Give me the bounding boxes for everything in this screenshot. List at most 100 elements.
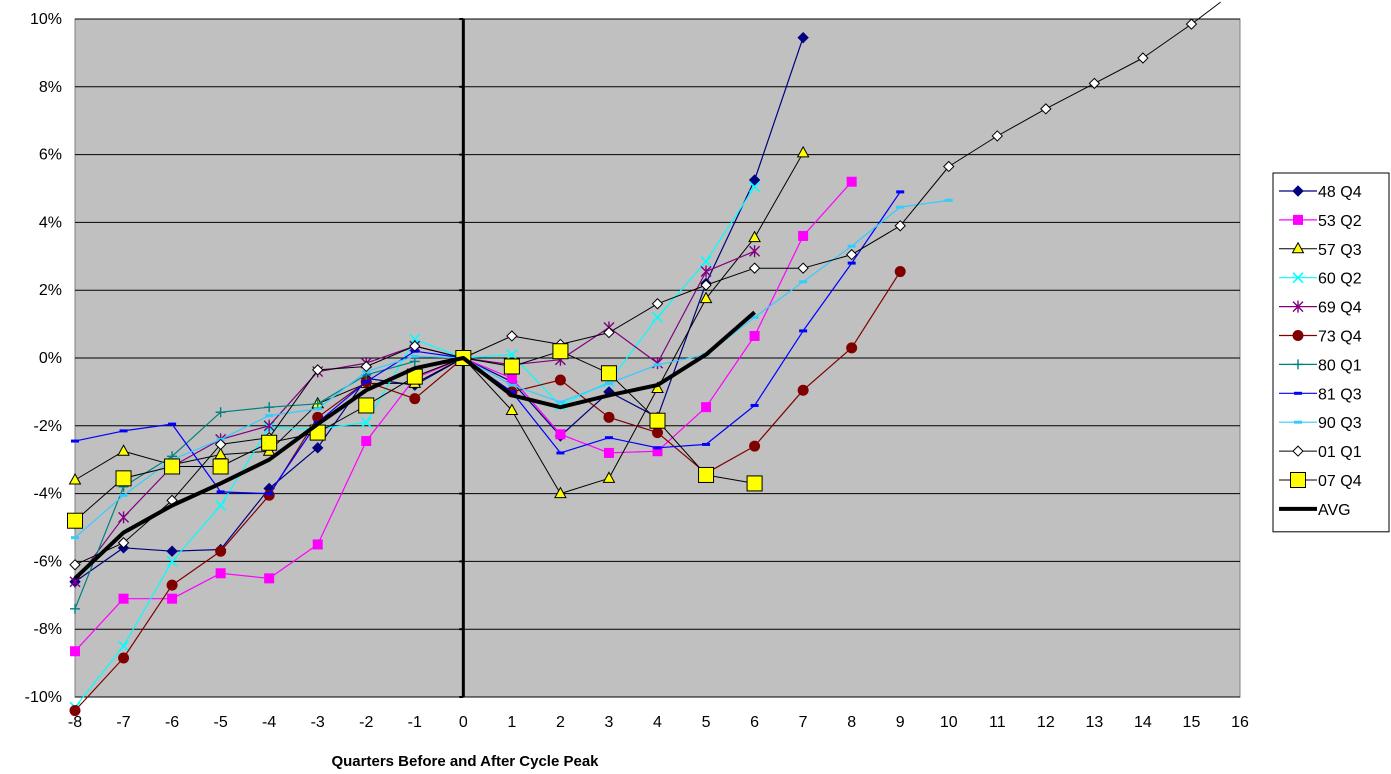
x-tick-label: 13: [1085, 714, 1103, 731]
series-01-q1-point: [700, 279, 712, 291]
series-73-q4-point: [409, 393, 421, 405]
series-01-q1-point: [409, 340, 421, 352]
x-tick-label: -4: [262, 714, 276, 731]
series-01-q1-point: [991, 130, 1003, 142]
series-53-q2-point: [215, 568, 226, 579]
series-avg-line: [73, 310, 756, 580]
legend-item-81-q3: 81 Q3: [1279, 386, 1362, 403]
x-tick-label: 6: [750, 714, 759, 731]
x-tick-label: 11: [989, 714, 1006, 731]
legend-item-73-q4-swatch-marker: [1292, 330, 1304, 341]
series-53-q2-point: [361, 436, 372, 447]
series-60-q2-point: [117, 640, 130, 652]
series-60-q2-point: [651, 311, 664, 323]
series-48-q4-point: [312, 442, 324, 454]
legend-item-07-q4-label: 07 Q4: [1318, 473, 1362, 490]
series-07-q4-point: [115, 470, 132, 487]
x-tick-label: -1: [408, 714, 422, 731]
legend-item-48-q4-label: 48 Q4: [1318, 184, 1362, 201]
series-57-q3-point: [117, 444, 130, 456]
legend-item-90-q3-label: 90 Q3: [1318, 415, 1362, 432]
series-53-q2-point: [506, 373, 517, 384]
series-73-q4-point: [263, 489, 275, 501]
x-tick-label: 1: [507, 714, 516, 731]
series-53-q2-point: [118, 593, 129, 604]
x-tick-labels: -8 -7 -6 -5 -4 -3 -2 -1 0 1 2 3 4 5 6 7 8 9 10 11 12 13 14 15 16: [68, 714, 1249, 731]
series-01-q1-point: [1040, 103, 1052, 115]
series-57-q3-point: [68, 473, 82, 485]
x-tick-label: 4: [653, 714, 662, 731]
series-57-q3-point: [505, 403, 519, 416]
y-tick-label: -6%: [34, 553, 62, 570]
series-07-q4-point: [212, 458, 229, 475]
legend-item-80-q1-swatch-marker: [1293, 359, 1303, 370]
series-57-q3-point: [748, 230, 761, 243]
y-tick-label: 4%: [39, 214, 62, 231]
legend-item-53-q2-swatch-marker: [1293, 214, 1303, 225]
series-80-q1-point: [264, 402, 275, 413]
x-tick-label: 7: [799, 714, 808, 731]
x-tick-label: 12: [1037, 714, 1055, 731]
series-07-q4-point: [552, 343, 569, 360]
series-57-q3-point: [796, 145, 810, 158]
series-48-q4-point: [797, 31, 809, 44]
series-73-q4-point: [215, 545, 227, 557]
series-layer: [67, 1, 1221, 717]
x-tick-label: 5: [702, 714, 711, 731]
series-07-q4-point: [698, 466, 715, 483]
series-48-q4-point: [748, 174, 761, 186]
legend-item-01-q1-swatch-marker: [1292, 445, 1304, 457]
legend-item-avg: AVG: [1279, 502, 1351, 519]
series-01-q1-point: [894, 220, 906, 232]
legend-item-48-q4: 48 Q4: [1279, 184, 1362, 201]
x-tick-label: -5: [214, 714, 228, 731]
series-69-q4-point: [749, 245, 761, 258]
series-73-q4-point: [118, 652, 130, 664]
series-73-q4-point: [797, 384, 809, 396]
series-60-q2-point: [360, 416, 372, 428]
x-tick-label: 16: [1231, 714, 1249, 731]
y-tick-label: 10%: [30, 11, 62, 28]
legend-item-53-q2-label: 53 Q2: [1318, 213, 1362, 230]
legend-item-73-q4-label: 73 Q4: [1318, 329, 1362, 346]
series-60-q2-point: [749, 181, 761, 193]
series-01-q1-point: [845, 248, 858, 261]
series-07-q4-point: [164, 458, 181, 475]
legend-item-69-q4: 69 Q4: [1279, 300, 1362, 317]
series-07-q4-point: [67, 512, 83, 529]
y-tick-label: 2%: [39, 282, 62, 299]
series-73-q4-point: [749, 440, 761, 452]
series-57-q3-point: [554, 486, 567, 499]
series-01-q1-point: [1088, 77, 1101, 90]
legend: 48 Q4 53 Q2 57 Q3 60 Q2 69 Q4 73 Q4 80 Q1 81 Q3…: [1272, 172, 1390, 533]
legend-item-60-q2-label: 60 Q2: [1318, 271, 1362, 288]
series-60-q2-point: [700, 255, 712, 267]
series-01-q1-point: [1137, 52, 1149, 64]
x-tick-label: 2: [556, 714, 565, 731]
series-avg: [73, 310, 756, 580]
legend-item-48-q4-swatch-marker: [1292, 185, 1304, 197]
x-tick-label: -7: [116, 714, 130, 731]
series-80-q1-line: [74, 360, 415, 610]
series-53-q2-point: [846, 176, 857, 187]
series-53-q2-point: [312, 539, 323, 550]
series-07-q4-point: [746, 475, 763, 492]
x-tick-label: 9: [896, 714, 905, 731]
series-48-q4-point: [166, 545, 178, 557]
x-axis-title: Quarters Before and After Cycle Peak: [331, 753, 599, 770]
grid-lines: [75, 18, 1240, 698]
legend-item-07-q4: 07 Q4: [1279, 472, 1362, 490]
x-tick-label: 10: [940, 714, 958, 731]
series-80-q1-point: [70, 603, 80, 614]
x-tick-label: 14: [1134, 714, 1152, 731]
legend-item-69-q4-swatch-marker: [1292, 300, 1304, 313]
series-57-q3-point: [602, 471, 616, 483]
series-07-q4-point: [358, 397, 375, 414]
series-53-q2-point: [70, 646, 80, 657]
legend-item-60-q2: 60 Q2: [1279, 271, 1362, 288]
series-01-q1-point: [603, 326, 615, 339]
legend-item-90-q3: 90 Q3: [1279, 415, 1362, 432]
legend-item-60-q2-swatch-marker: [1292, 272, 1304, 284]
y-tick-label: -4%: [34, 486, 62, 503]
series-01-q1-point: [69, 559, 81, 571]
